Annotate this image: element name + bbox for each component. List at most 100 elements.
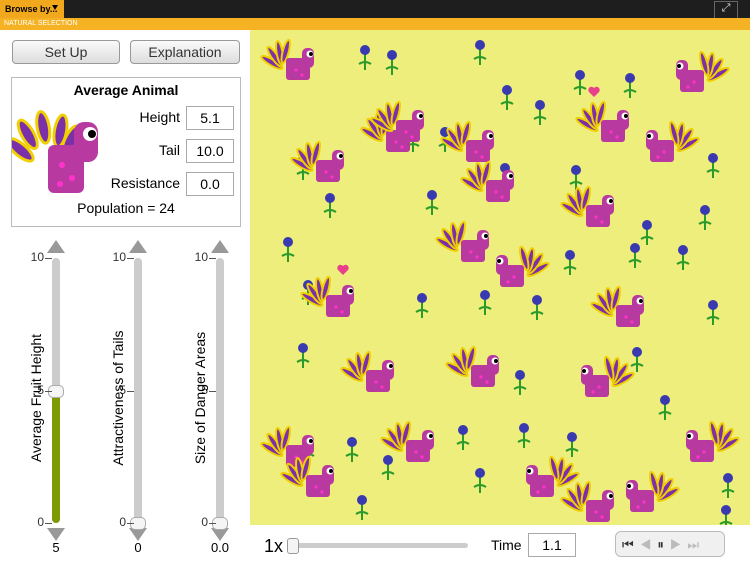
animal [370, 100, 424, 142]
field-label: Tail [158, 142, 180, 158]
animal [686, 420, 740, 462]
animal [440, 120, 494, 162]
animal [646, 120, 700, 162]
fruit-plant [565, 432, 579, 457]
field-label: Resistance [110, 175, 180, 191]
fruit-plant [698, 205, 712, 230]
slider-tick-label: 10 [112, 250, 126, 264]
slider-value: 0.0 [210, 540, 230, 555]
speed-slider[interactable] [290, 543, 468, 548]
slider-value: 0 [134, 540, 142, 555]
fruit-plant [630, 347, 644, 372]
fruit-plant [381, 455, 395, 480]
animal [590, 285, 644, 327]
fruit-plant [385, 50, 399, 75]
animal [380, 420, 434, 462]
slider-tick-label: 0 [37, 515, 44, 529]
slider-down-arrow[interactable] [211, 528, 229, 541]
slider-label: Size of Danger Areas [192, 331, 208, 465]
fruit-plant [355, 495, 369, 520]
fruit-plant [658, 395, 672, 420]
average-animal-panel [11, 77, 241, 227]
slider-label: Attractiveness of Tails [110, 330, 126, 466]
fruit-plant [569, 165, 583, 190]
slider-track[interactable] [134, 258, 142, 523]
setup-button[interactable]: Set Up [12, 40, 120, 64]
fruit-plant [676, 245, 690, 270]
slider-tick-label: 5 [37, 382, 44, 397]
fruit-plant [706, 153, 720, 178]
slider-down-arrow[interactable] [129, 528, 147, 541]
slider-track[interactable] [216, 258, 224, 523]
slider-up-arrow[interactable] [211, 240, 229, 253]
fruit-plant [719, 505, 733, 525]
heart [337, 264, 349, 275]
slider-tick-label: 10 [30, 250, 44, 264]
fruit-plant [345, 437, 359, 462]
animal [676, 50, 730, 92]
animal-icon [12, 110, 98, 193]
top-bar [0, 0, 750, 18]
slider-label: Average Fruit Height [28, 333, 44, 463]
slider-tick-label: 10 [194, 250, 208, 264]
animal [626, 470, 680, 512]
field-value: 10.0 [186, 139, 234, 163]
time-value: 1.1 [528, 533, 576, 557]
slider-down-arrow[interactable] [47, 528, 65, 541]
animal [526, 455, 580, 497]
menu-button[interactable]: Browse by... [0, 0, 64, 18]
animal [581, 355, 635, 397]
fruit-plant [425, 190, 439, 215]
slider-tick [209, 258, 216, 259]
fruit-plant [281, 237, 295, 262]
fruit-plant [513, 370, 527, 395]
panel-title: Average Animal [73, 82, 179, 98]
fruit-plant [721, 473, 735, 498]
animal [290, 140, 344, 182]
heart [588, 86, 600, 97]
fruit-plant [563, 250, 577, 275]
animal [280, 455, 334, 497]
fruit-plant [573, 70, 587, 95]
slider-tick [127, 390, 134, 392]
animal [340, 350, 394, 392]
slider-up-arrow[interactable] [129, 240, 147, 253]
population: Population = 24 [77, 200, 175, 216]
fruit-plant [358, 45, 372, 70]
slider-tick [209, 390, 216, 392]
slider-tick [45, 390, 52, 392]
fruit-plant [530, 295, 544, 320]
fruit-plant [296, 343, 310, 368]
slider-tick [209, 523, 216, 524]
app-title: NATURAL SELECTION [0, 18, 750, 30]
fruit-plant [323, 193, 337, 218]
explanation-button[interactable]: Explanation [130, 40, 240, 64]
animal [260, 38, 314, 80]
simulation-field [250, 30, 750, 525]
animal [435, 220, 489, 262]
animal [445, 345, 499, 387]
slider-tick [127, 523, 134, 524]
speed-thumb[interactable] [287, 538, 299, 554]
fruit-plant [500, 85, 514, 110]
fruit-plant [640, 220, 654, 245]
slider-tick [45, 523, 52, 524]
expand-button[interactable]: ⤢ [714, 1, 738, 19]
playback-controls[interactable]: ⏮◀⏸▶⏭ [615, 531, 725, 557]
fruit-plant [478, 290, 492, 315]
animal [560, 480, 614, 522]
slider-fill [52, 390, 60, 523]
fruit-plant [456, 425, 470, 450]
time-label: Time [491, 537, 522, 553]
animal [300, 275, 354, 317]
slider-tick-label: 5 [119, 382, 126, 397]
fruit-plant [706, 300, 720, 325]
menu-arrow [52, 5, 58, 10]
slider-value: 5 [52, 540, 60, 555]
fruit-plant [473, 40, 487, 65]
slider-up-arrow[interactable] [47, 240, 65, 253]
animal [460, 160, 514, 202]
animal [496, 245, 550, 287]
slider-tick-label: 5 [201, 382, 208, 397]
